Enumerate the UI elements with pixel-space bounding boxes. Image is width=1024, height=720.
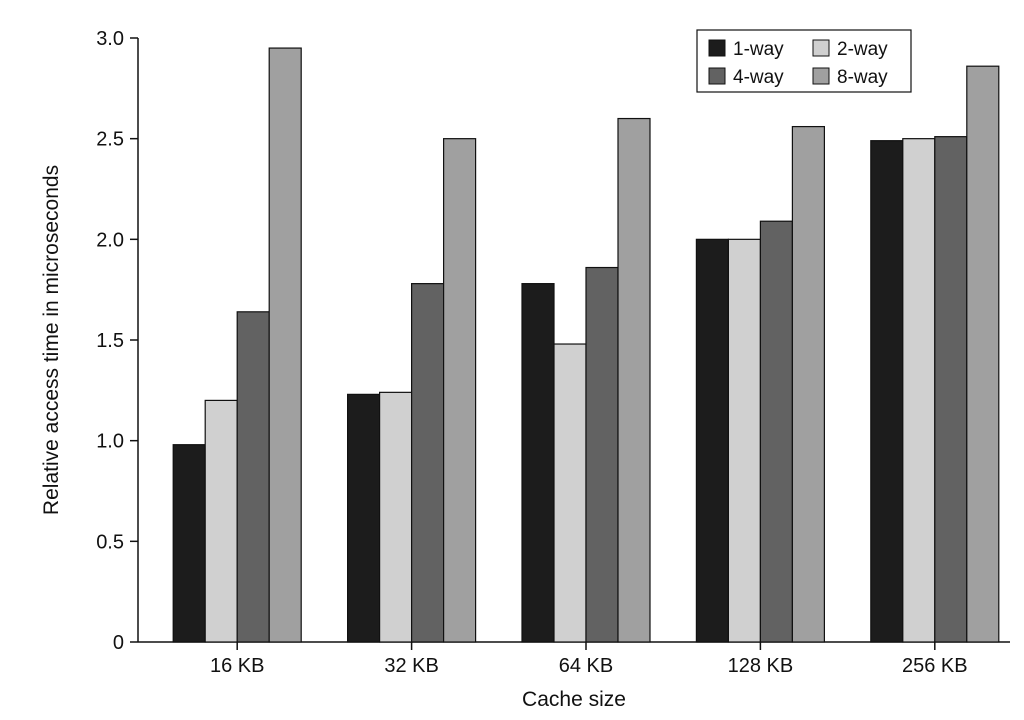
legend-box [696, 29, 912, 93]
y-tick-label: 2.5 [96, 129, 124, 151]
bar-8-way-128KB [791, 125, 826, 643]
bar-4-way-256KB [934, 136, 968, 643]
y-tick-label: 1.5 [96, 330, 124, 352]
bar-8-way-32KB [443, 138, 477, 643]
bar-4-way-64KB [585, 266, 619, 643]
bar-1-way-16KB [172, 444, 206, 643]
y-axis: 0 0.5 1.0 1.5 2.0 2.5 3.0 [96, 28, 139, 654]
bar-8-way-64KB [617, 117, 651, 643]
legend-swatch-4-way [708, 67, 726, 85]
bar-1-way-128KB [695, 238, 730, 643]
x-tick-label: 32 KB [384, 655, 438, 677]
bar-2-way-16KB [204, 399, 238, 643]
x-tick-label: 64 KB [559, 655, 613, 677]
x-tick-label: 16 KB [210, 655, 264, 677]
bar-1-way-32KB [347, 393, 381, 643]
bar-4-way-32KB [411, 283, 445, 643]
legend-label-8-way: 8-way [837, 67, 888, 88]
legend-swatch-8-way [812, 67, 830, 85]
bar-2-way-64KB [553, 343, 587, 643]
x-tick-label: 256 KB [902, 655, 968, 677]
bar-2-way-32KB [379, 391, 413, 643]
y-tick-label: 2.0 [96, 229, 124, 251]
y-axis-title: Relative access time in microseconds [40, 165, 63, 515]
y-tick-label: 3.0 [96, 28, 124, 50]
bar-2-way-128KB [727, 238, 762, 643]
legend-label-1-way: 1-way [733, 39, 784, 60]
legend-label-2-way: 2-way [837, 39, 888, 60]
bar-4-way-128KB [759, 220, 794, 643]
y-tick-label: 0.5 [96, 531, 124, 553]
legend-swatch-1-way [708, 39, 726, 57]
legend: 1-way 2-way 4-way 8-way [696, 29, 912, 93]
x-axis: 16 KB 32 KB 64 KB 128 KB 256 KB [138, 641, 1010, 677]
legend-swatch-2-way [812, 39, 830, 57]
bar-1-way-64KB [521, 283, 555, 643]
bar-4-way-16KB [236, 311, 270, 643]
bar-2-way-256KB [902, 138, 936, 643]
y-tick-label: 1.0 [96, 431, 124, 453]
bars [172, 47, 1000, 643]
bar-8-way-16KB [268, 47, 302, 643]
y-tick-label: 0 [113, 632, 124, 654]
legend-label-4-way: 4-way [733, 67, 784, 88]
x-axis-title: Cache size [522, 688, 626, 711]
x-tick-label: 128 KB [728, 655, 794, 677]
bar-8-way-256KB [966, 65, 1000, 643]
bar-1-way-256KB [870, 140, 904, 643]
